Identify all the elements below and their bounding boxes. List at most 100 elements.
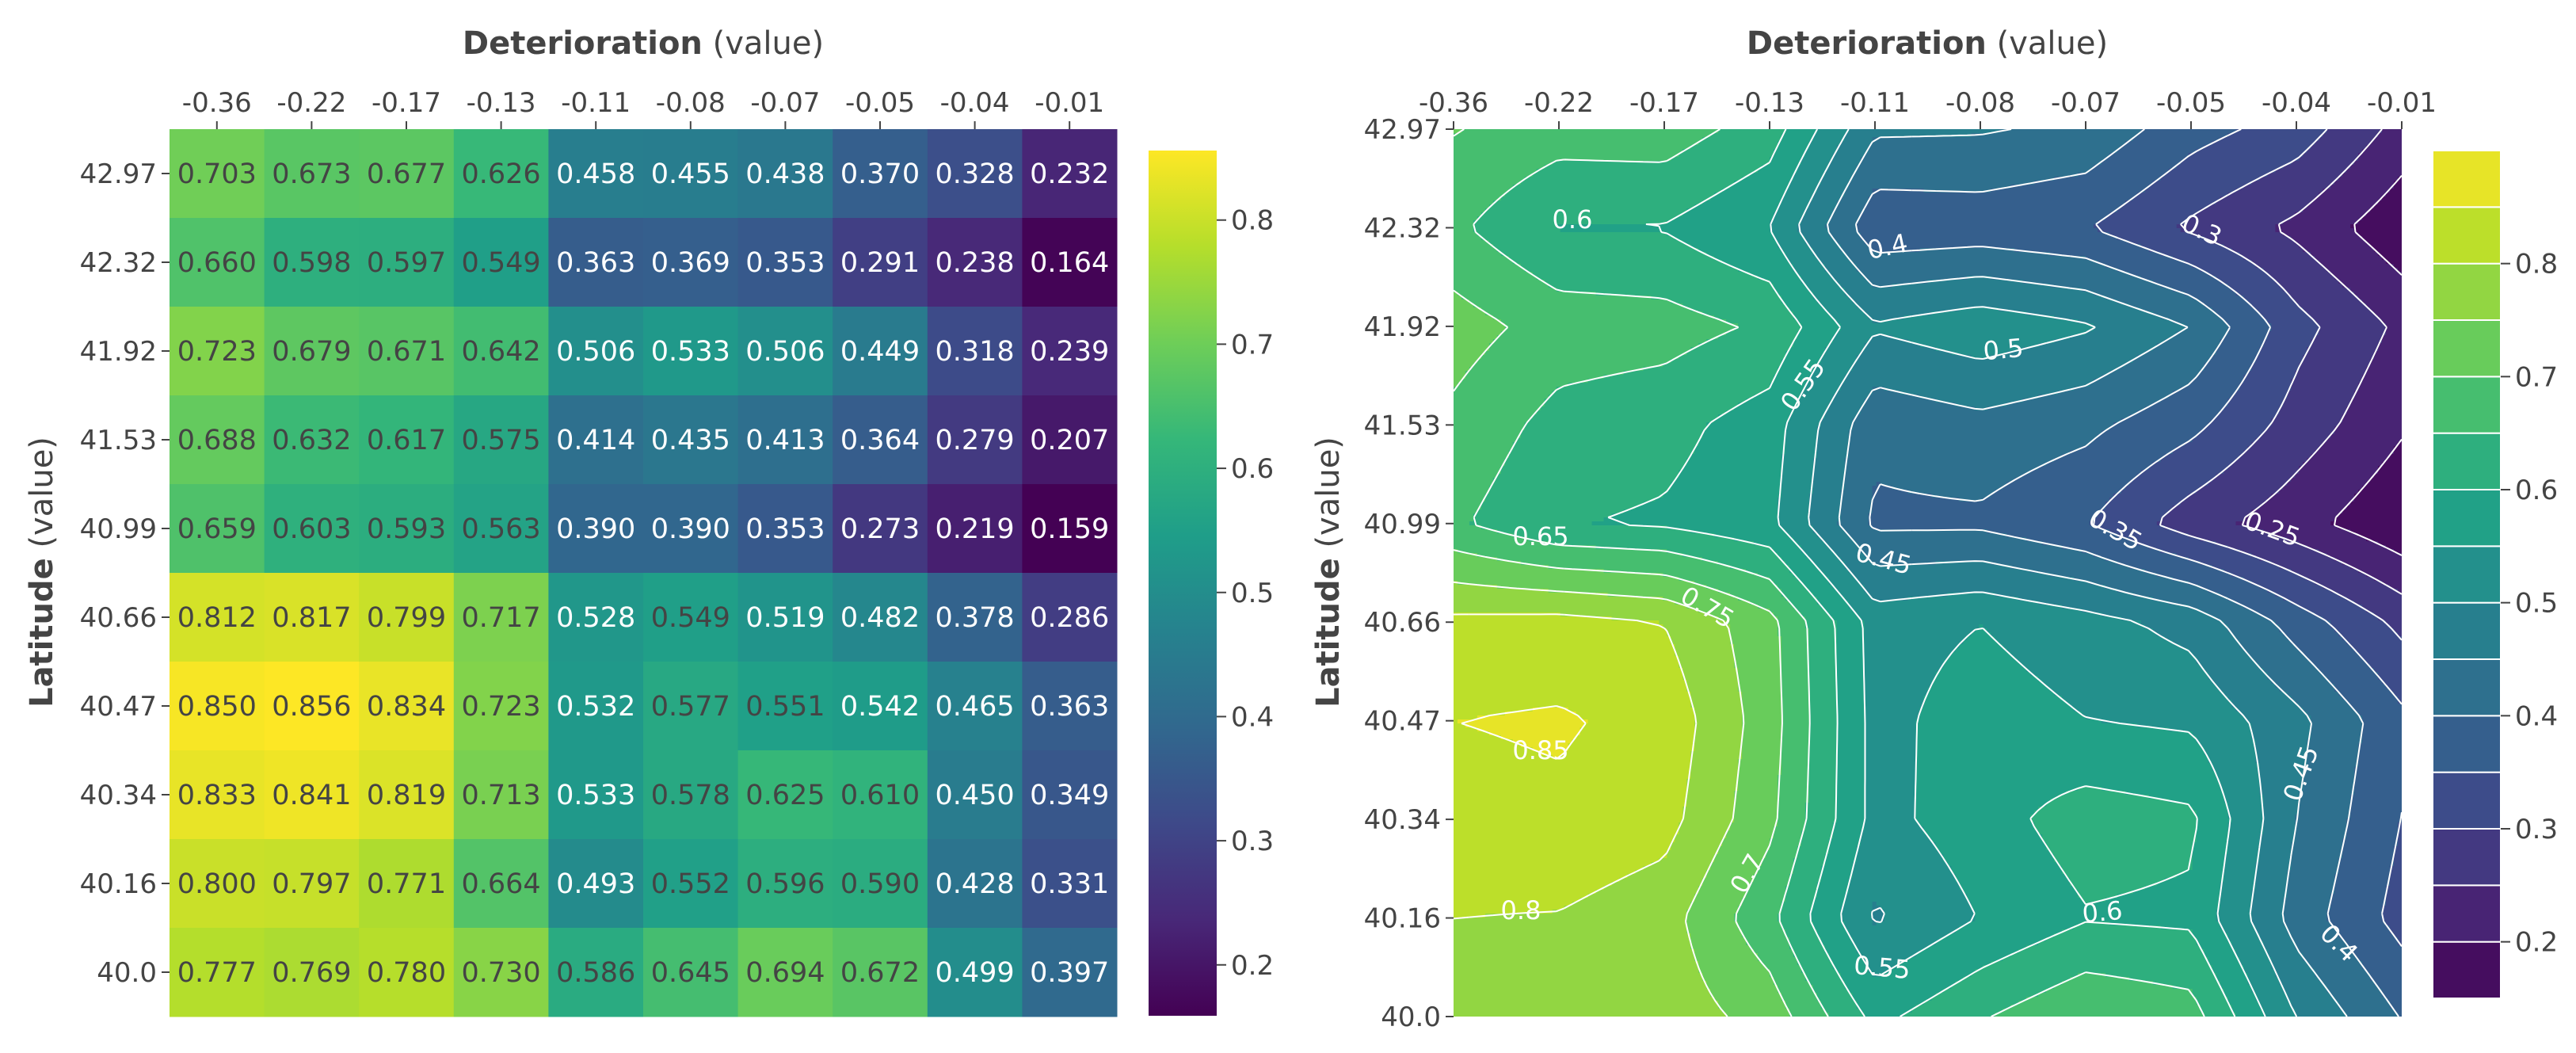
contour-band [2224, 870, 2257, 875]
contour-band [1801, 216, 1830, 221]
contour-band [1714, 997, 1782, 1001]
contour-band [1682, 815, 1735, 819]
contour-band [1698, 886, 1751, 891]
contour-band [1856, 846, 1937, 851]
contour-band [2243, 577, 2307, 582]
contour-band [1844, 462, 2047, 467]
contour-band [2386, 458, 2402, 463]
contour-band [1734, 664, 1782, 669]
contour-band [1852, 874, 1957, 879]
contour-band [1852, 173, 2079, 177]
contour-band [1454, 573, 1663, 578]
contour-band [1454, 569, 1605, 574]
contour-band [2323, 672, 2379, 677]
contour-band [1734, 914, 1778, 918]
contour-band [1864, 664, 1945, 669]
contour-band [2283, 403, 2351, 407]
heatmap-cell-label: 0.397 [1030, 957, 1109, 989]
contour-band [1781, 692, 1810, 696]
contour-band [2188, 581, 2253, 586]
contour-band [2354, 161, 2402, 166]
contour-band [2394, 854, 2402, 859]
contour-band [1781, 640, 1810, 645]
contour-band [1852, 537, 2027, 542]
contour-band [1808, 799, 1838, 803]
contour-band [2109, 529, 2178, 534]
contour-band [1812, 367, 1854, 372]
contour-band [1828, 953, 1862, 958]
contour-band [1789, 882, 1818, 887]
contour-band [2315, 196, 2383, 201]
contour-band [1785, 303, 1822, 308]
contour-band [2382, 989, 2402, 994]
heatmap-cell [453, 484, 549, 574]
contour-band [2398, 589, 2402, 593]
contour-band [1852, 997, 1933, 1001]
contour-band [2255, 862, 2292, 867]
contour-band [1836, 799, 1865, 803]
contour-band [1824, 949, 1858, 954]
contour-band [1718, 589, 1782, 593]
contour-band [2390, 624, 2402, 629]
contour-band [1694, 949, 1755, 954]
contour-band [1836, 791, 1865, 795]
contour-band [1454, 815, 1683, 819]
contour-line-label: 0.6 [2081, 895, 2124, 929]
contour-band [2259, 787, 2304, 792]
contour-band [1856, 220, 2098, 225]
contour-band [2311, 719, 2363, 724]
heatmap-cell [1022, 750, 1118, 840]
contour-band [1812, 925, 1846, 930]
contour-band [1836, 676, 1865, 681]
contour-band [1781, 735, 1810, 740]
contour-band [1892, 284, 2051, 288]
contour-band [1872, 906, 1881, 910]
contour-band [2022, 347, 2154, 352]
contour-band [2386, 921, 2402, 926]
contour-band [1789, 601, 1818, 605]
contour-band [1915, 719, 2102, 724]
heatmap-cell [1022, 307, 1118, 396]
contour-band [1454, 684, 1687, 689]
contour-band [1907, 597, 2019, 601]
contour-band [1832, 153, 1865, 158]
contour-band [2271, 422, 2339, 427]
contour-band [1777, 787, 1810, 792]
contour-band [1856, 577, 2075, 582]
contour-band [1808, 644, 1838, 649]
contour-band [1864, 803, 1917, 807]
contour-band [2208, 961, 2241, 966]
contour-band [2326, 914, 2383, 918]
contour-band [1789, 874, 1822, 879]
contour-band [2124, 791, 2225, 795]
contour-band [1836, 719, 1865, 724]
heatmap-x-tick-label: -0.08 [656, 87, 726, 119]
contour-band [1738, 688, 1782, 692]
contour-band [1690, 759, 1739, 764]
contour-band [2220, 886, 2257, 891]
heatmap-y-axis-title: Latitude (value) [24, 437, 60, 708]
contour-band [1718, 335, 1798, 340]
contour-band [2342, 846, 2395, 851]
contour-band [1856, 359, 2134, 364]
contour-band [1454, 969, 1699, 974]
contour-band [1690, 696, 1743, 700]
contour-band [1856, 224, 2094, 229]
contour-band [2224, 795, 2265, 799]
contour-band [1836, 771, 1865, 776]
contour-band [1454, 949, 1695, 954]
contour-band [1864, 589, 2118, 593]
contour-band [2255, 307, 2304, 312]
contour-band [2184, 260, 2253, 265]
contour-band [1454, 945, 1691, 950]
contour-y-tick-label: 41.53 [1364, 410, 1441, 441]
contour-band [2323, 616, 2379, 621]
contour-band [2358, 759, 2402, 764]
contour-band [2251, 894, 2288, 898]
heatmap-cell [927, 218, 1023, 307]
contour-band [1781, 719, 1810, 724]
contour-band [2050, 252, 2162, 257]
contour-band [1758, 169, 1798, 174]
contour-band [2152, 280, 2221, 284]
contour-band [2354, 767, 2402, 772]
